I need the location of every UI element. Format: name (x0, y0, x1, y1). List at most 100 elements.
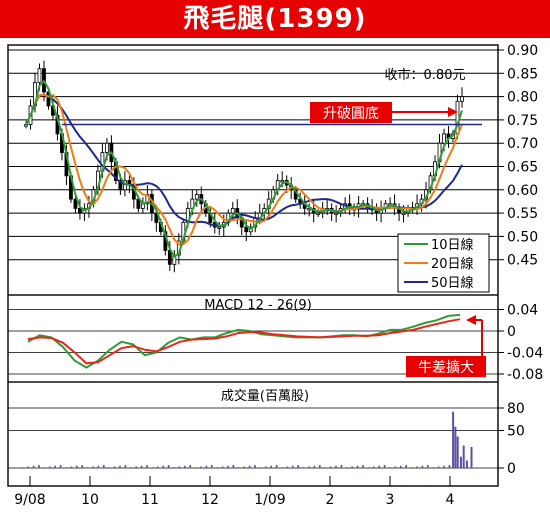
volume-bar (173, 467, 175, 468)
volume-title: 成交量(百萬股) (221, 388, 309, 404)
volume-bar (189, 465, 191, 468)
volume-bar (319, 465, 321, 468)
legend-label-ma20: 20日線 (431, 256, 474, 272)
macd-line (27, 313, 461, 369)
x-tick-label: 2 (326, 492, 335, 508)
x-tick-label: 9/08 (14, 492, 45, 508)
price-tick-label: 0.70 (507, 136, 538, 152)
candle-body (24, 124, 28, 127)
breakout-annotation-text: 升破圓底 (323, 106, 379, 122)
volume-bar (124, 465, 127, 468)
price-tick-label: 0.75 (507, 113, 538, 129)
volume-bar (103, 465, 105, 468)
price-tick-label: 0.55 (507, 206, 538, 222)
volume-bar (259, 467, 262, 468)
volume-bar (184, 465, 186, 468)
x-tick-label: 1/09 (254, 492, 285, 508)
x-tick-label: 3 (386, 492, 395, 508)
candle-body (334, 212, 339, 216)
volume-bar (27, 466, 29, 468)
volume-bar (367, 467, 370, 468)
candle-body (307, 208, 312, 211)
grid-lines (8, 49, 498, 469)
volume-bar (465, 460, 468, 468)
volume-bars (22, 411, 473, 468)
volume-bar (454, 426, 457, 468)
candle-body (230, 208, 235, 214)
breakout-annotation-box (310, 102, 392, 123)
macd-title: MACD 12 - 26(9) (204, 298, 312, 313)
candle-body (244, 226, 249, 233)
volume-bar (383, 465, 386, 468)
volume-bar (302, 467, 305, 468)
volume-bar (211, 465, 213, 468)
volume-bar (54, 465, 56, 468)
volume-bar (135, 466, 137, 468)
volume-bar (130, 467, 132, 468)
volume-bar (43, 467, 46, 468)
volume-bar (76, 465, 78, 468)
volume-bar (389, 467, 391, 468)
legend-label-ma50: 50日線 (431, 275, 474, 291)
price-tick-label: 0.85 (507, 66, 538, 82)
volume-bar (308, 466, 310, 468)
candle-body (78, 208, 82, 214)
volume-bar (151, 467, 154, 468)
volume-bar (22, 467, 24, 468)
candle-body (194, 194, 199, 200)
volume-bar (238, 467, 240, 468)
candle-body (154, 212, 159, 223)
volume-bar (92, 466, 94, 468)
volume-tick-label: 80 (507, 401, 525, 417)
legend-label-ma10: 10日線 (431, 237, 474, 253)
stock-chart: 0.90 0.85 0.80 0.75 0.70 0.65 0.60 0.55 0.50 0.45… (7, 43, 543, 508)
candle-body (401, 212, 406, 216)
candle-body (217, 226, 222, 229)
volume-bar (427, 465, 429, 468)
price-tick-label: 0.50 (507, 229, 538, 245)
volume-bar (416, 466, 418, 468)
volume-bar (38, 465, 40, 468)
volume-bar (421, 465, 424, 468)
candle-body (37, 68, 42, 84)
volume-bar (462, 445, 465, 468)
volume-bar (340, 465, 343, 468)
ma10-line (25, 79, 463, 259)
macd-annotation-box (406, 356, 486, 377)
volume-bar (378, 465, 380, 468)
candle-body (105, 142, 109, 153)
candle-body (460, 96, 464, 102)
macd-annotation: 牛差擴大 (406, 315, 486, 377)
volume-bar (157, 466, 159, 468)
volume-bar (329, 466, 332, 468)
volume-bar (70, 466, 73, 468)
x-axis: 9/08 10 11 12 1/09 2 3 4 (14, 476, 455, 508)
page-title: 飛毛腿(1399) (183, 4, 367, 34)
volume-bar (167, 465, 170, 468)
volume-bar (437, 466, 440, 468)
volume-bar (119, 465, 121, 468)
volume-bar (281, 467, 283, 468)
macd-annotation-text: 牛差擴大 (418, 359, 474, 376)
title-bar: 飛毛腿(1399) (0, 0, 550, 38)
volume-bar (205, 465, 208, 468)
volume-bar (86, 467, 89, 468)
macd-axis: 0.04 0 -0.04 -0.08 (498, 303, 543, 383)
macd-tick-label: -0.04 (507, 346, 543, 362)
x-tick-label: 10 (81, 492, 99, 508)
candle-body (316, 212, 321, 216)
volume-bar (32, 465, 35, 468)
volume-bar (162, 465, 164, 468)
volume-bar (292, 465, 294, 468)
volume-bar (275, 465, 278, 468)
volume-bar (400, 465, 402, 468)
volume-bar (373, 466, 375, 468)
volume-bar (324, 467, 326, 468)
macd-arrow-head (466, 315, 476, 325)
volume-bar (216, 467, 218, 468)
volume-bar (405, 465, 407, 468)
price-tick-label: 0.45 (507, 253, 538, 269)
volume-bar (140, 465, 143, 468)
volume-bar (394, 466, 397, 468)
volume-bar (59, 465, 62, 468)
